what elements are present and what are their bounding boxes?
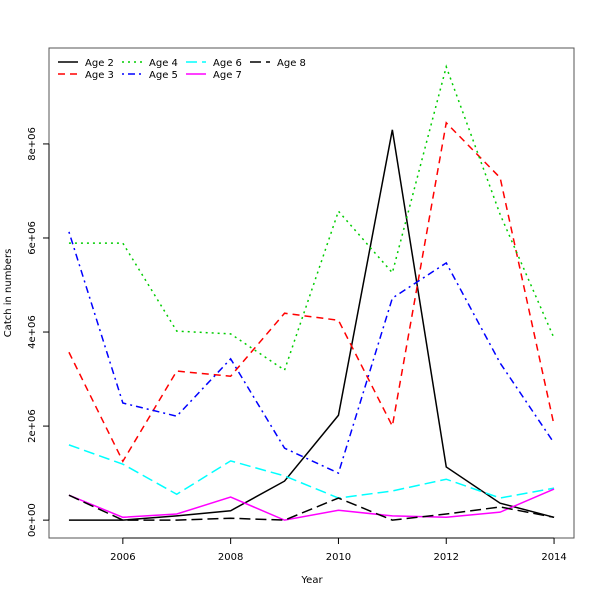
x-axis: 2006 2008 2010 2012 2014 bbox=[110, 537, 567, 563]
x-axis-label: Year bbox=[300, 575, 323, 586]
y-tick-label: 4e+06 bbox=[27, 315, 38, 349]
x-tick-label: 2008 bbox=[218, 552, 243, 563]
series-line-age-7 bbox=[68, 488, 555, 521]
x-tick-label: 2012 bbox=[434, 552, 459, 563]
series-lines bbox=[68, 64, 555, 521]
legend-label: Age 3 bbox=[85, 70, 114, 81]
series-line-age-6 bbox=[68, 444, 555, 499]
legend-label: Age 8 bbox=[277, 58, 306, 69]
series-line-age-3 bbox=[68, 121, 555, 463]
y-tick-label: 6e+06 bbox=[27, 221, 38, 255]
plot-frame bbox=[48, 47, 575, 539]
y-axis-label: Catch in numbers bbox=[3, 249, 14, 338]
y-tick-label: 8e+06 bbox=[27, 127, 38, 161]
y-axis: 0e+00 2e+06 4e+06 6e+06 8e+06 bbox=[27, 127, 50, 537]
x-tick-label: 2006 bbox=[110, 552, 135, 563]
y-tick-label: 2e+06 bbox=[27, 409, 38, 443]
series-line-age-8 bbox=[68, 494, 555, 521]
legend-label: Age 7 bbox=[213, 70, 242, 81]
series-line-age-2 bbox=[68, 129, 555, 521]
legend-label: Age 6 bbox=[213, 58, 242, 69]
legend-label: Age 4 bbox=[149, 58, 178, 69]
x-tick-label: 2014 bbox=[541, 552, 566, 563]
legend-label: Age 2 bbox=[85, 58, 114, 69]
series-line-age-5 bbox=[68, 231, 555, 475]
y-tick-label: 0e+00 bbox=[27, 503, 38, 537]
x-tick-label: 2010 bbox=[326, 552, 351, 563]
series-line-age-4 bbox=[68, 64, 555, 372]
legend-label: Age 5 bbox=[149, 70, 178, 81]
